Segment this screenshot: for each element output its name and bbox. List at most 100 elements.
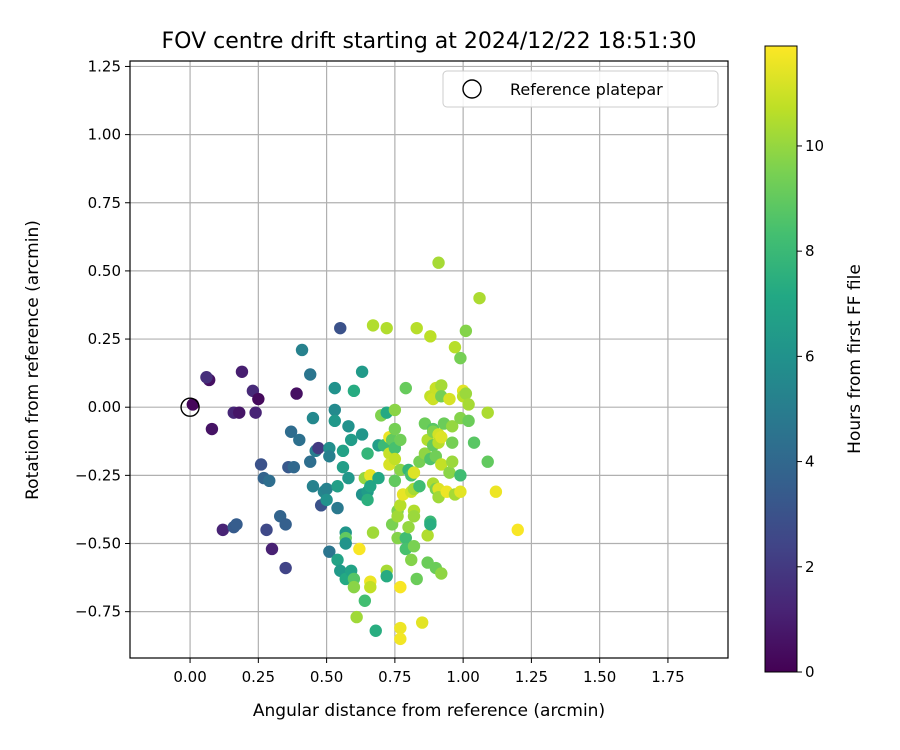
data-point	[306, 480, 320, 493]
data-point	[186, 398, 200, 411]
colorbar-tick-label: 10	[805, 137, 824, 155]
data-point	[355, 428, 369, 441]
data-point	[388, 422, 402, 436]
data-point	[233, 406, 246, 419]
data-point	[312, 441, 325, 455]
data-point	[435, 567, 448, 580]
data-point	[459, 324, 473, 338]
colorbar-tick-label: 8	[805, 242, 815, 260]
colorbar-ticks: 0 2 4 6 8 10	[797, 137, 824, 681]
data-point	[295, 343, 309, 357]
data-point	[489, 485, 503, 498]
data-point	[473, 291, 486, 305]
data-point	[394, 621, 407, 635]
data-point	[284, 425, 298, 438]
data-point	[334, 321, 347, 335]
data-point	[446, 420, 459, 433]
data-point	[331, 553, 344, 567]
data-point	[407, 510, 421, 523]
y-tick-label: 1.00	[88, 126, 121, 144]
data-point	[254, 458, 268, 471]
plot-frame	[129, 60, 729, 659]
data-points	[186, 256, 524, 646]
y-tick-label: −0.25	[75, 466, 121, 484]
data-point	[388, 403, 402, 417]
legend: Reference platepar	[442, 70, 719, 108]
chart-title: FOV centre drift starting at 2024/12/22 …	[162, 29, 697, 54]
data-point	[446, 455, 459, 468]
data-point	[331, 501, 344, 515]
data-point	[410, 321, 423, 335]
y-tick-label: 1.25	[88, 57, 121, 75]
data-point	[304, 368, 317, 381]
data-point	[331, 480, 344, 493]
data-point	[263, 474, 276, 488]
colorbar-tick-label: 4	[805, 453, 815, 471]
data-point	[249, 406, 262, 419]
y-tick-label: −0.75	[75, 603, 121, 621]
y-tick-label: 0.00	[88, 398, 121, 416]
data-point	[394, 433, 407, 447]
data-point	[304, 455, 317, 468]
legend-reference-marker	[462, 79, 482, 99]
data-point	[279, 561, 292, 575]
y-tick-label: −0.50	[75, 535, 121, 553]
legend-entry-reference: Reference platepar	[510, 80, 663, 99]
data-point	[391, 510, 404, 523]
data-point	[394, 580, 407, 594]
data-point	[339, 537, 352, 550]
data-point	[454, 351, 467, 365]
data-point	[366, 526, 380, 539]
x-tick-label: 1.00	[446, 668, 479, 686]
colorbar-gradient	[764, 45, 798, 673]
data-point	[364, 480, 377, 493]
data-point	[415, 616, 429, 629]
data-point	[459, 387, 473, 400]
x-axis-label: Angular distance from reference (arcmin)	[253, 701, 605, 721]
x-tick-label: 1.75	[651, 668, 684, 686]
y-tick-label: 0.75	[88, 194, 121, 212]
data-point	[252, 392, 265, 406]
data-point	[320, 493, 333, 507]
x-tick-label: 0.00	[173, 668, 206, 686]
x-tick-label: 0.50	[310, 668, 343, 686]
y-tick-label: 0.25	[88, 330, 121, 348]
data-point	[290, 387, 303, 400]
data-point	[361, 447, 374, 460]
data-point	[358, 594, 372, 607]
data-point	[265, 542, 279, 556]
data-point	[511, 523, 524, 537]
data-point	[394, 499, 407, 512]
x-tick-label: 1.25	[515, 668, 548, 686]
data-point	[424, 330, 437, 343]
data-point	[361, 493, 374, 507]
data-point	[306, 411, 320, 425]
data-point	[399, 381, 412, 395]
data-point	[366, 319, 380, 332]
legend-box	[442, 70, 719, 108]
data-point	[287, 460, 301, 474]
data-point	[320, 482, 333, 496]
data-point	[260, 523, 273, 537]
data-point	[342, 420, 355, 433]
y-axis-ticks: −0.75 −0.50 −0.25 0.00 0.25 0.50 0.75 1.00 1.25	[75, 57, 130, 621]
colorbar: 0 2 4 6 8 10 Hours from first FF file	[764, 45, 865, 681]
data-point	[402, 520, 415, 534]
data-point	[435, 379, 448, 392]
data-point	[355, 365, 369, 378]
colorbar-tick-label: 6	[805, 347, 815, 365]
data-point	[432, 256, 445, 269]
data-point	[235, 365, 249, 378]
data-point	[205, 422, 219, 436]
data-point	[328, 403, 341, 417]
data-point	[380, 321, 393, 335]
data-point	[448, 341, 462, 354]
x-tick-label: 0.25	[242, 668, 275, 686]
colorbar-tick-label: 2	[805, 558, 815, 576]
y-tick-label: 0.50	[88, 262, 121, 280]
x-tick-label: 1.50	[583, 668, 616, 686]
data-point	[364, 580, 377, 594]
data-point	[336, 460, 350, 474]
data-point	[372, 471, 385, 485]
